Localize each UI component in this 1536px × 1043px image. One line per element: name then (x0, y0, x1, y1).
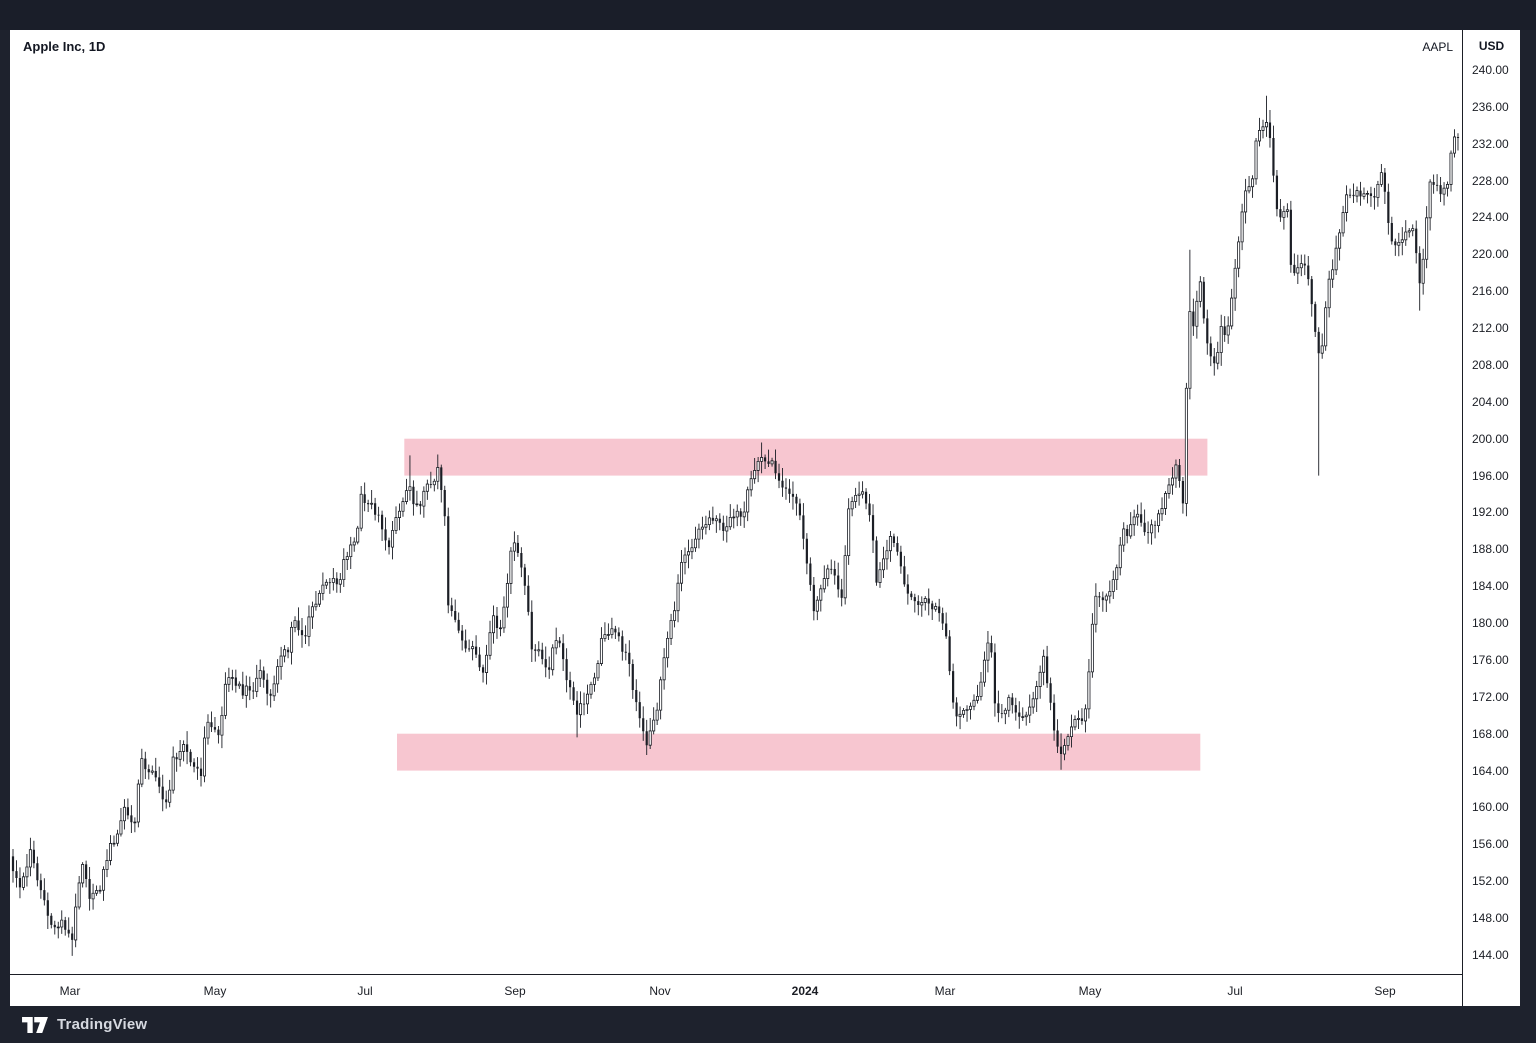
price-axis-tick: 156.00 (1472, 837, 1509, 852)
price-axis-tick: 184.00 (1472, 579, 1509, 594)
price-axis-tick: 212.00 (1472, 321, 1509, 336)
price-axis-tick: 220.00 (1472, 247, 1509, 262)
symbol-title: Apple Inc, 1D (23, 39, 106, 54)
time-axis-tick: Mar (59, 984, 81, 998)
price-axis[interactable]: USD 240.00 236.00 232.00 228.00 224.00 220.00… (1462, 30, 1520, 1006)
time-axis-tick: Jul (357, 984, 373, 998)
price-axis-tick: 200.00 (1472, 431, 1509, 446)
time-axis-tick: May (1078, 984, 1102, 998)
price-axis-tick: 224.00 (1472, 210, 1509, 225)
price-axis-tick: 240.00 (1472, 63, 1509, 77)
resistance-zone (404, 438, 1208, 476)
price-axis-tick: 204.00 (1472, 394, 1509, 409)
chart-plot-area[interactable]: Apple Inc, 1D AAPL (10, 30, 1462, 974)
time-axis-tick: Jul (1227, 984, 1243, 998)
tradingview-logo-icon[interactable] (22, 1016, 48, 1033)
price-axis-tick: 168.00 (1472, 726, 1509, 741)
time-axis-tick: May (203, 984, 227, 998)
time-axis-tick: Nov (649, 984, 671, 998)
price-axis-tick: 208.00 (1472, 357, 1509, 372)
price-axis-tick: 188.00 (1472, 542, 1509, 557)
tradingview-footer: TradingView (0, 1006, 1536, 1043)
tradingview-brand-text[interactable]: TradingView (57, 1016, 148, 1033)
price-axis-tick: 192.00 (1472, 505, 1509, 520)
price-axis-tick: 216.00 (1472, 284, 1509, 299)
price-axis-tick: 228.00 (1472, 173, 1509, 188)
window-top-bar (0, 0, 1536, 30)
price-axis-tick: 196.00 (1472, 468, 1509, 483)
price-axis-tick: 164.00 (1472, 763, 1509, 778)
price-axis-tick: 176.00 (1472, 652, 1509, 667)
price-axis-tick: 236.00 (1472, 99, 1509, 114)
time-axis[interactable]: Mar May Jul Sep Nov 2024 Mar May Jul Sep (10, 974, 1462, 1007)
symbol-ticker-label: AAPL (1422, 40, 1453, 54)
price-axis-tick: 232.00 (1472, 136, 1509, 151)
currency-label: USD (1478, 39, 1505, 53)
time-axis-tick: Sep (504, 984, 526, 998)
time-axis-tick: 2024 (791, 984, 819, 998)
price-axis-tick: 148.00 (1472, 911, 1509, 926)
price-axis-tick: 172.00 (1472, 689, 1509, 704)
price-axis-tick: 180.00 (1472, 616, 1509, 631)
support-zone (397, 733, 1201, 771)
time-axis-tick: Mar (934, 984, 956, 998)
price-axis-tick: 160.00 (1472, 800, 1509, 815)
candlestick-canvas[interactable] (10, 30, 1462, 974)
time-axis-tick: Sep (1374, 984, 1396, 998)
price-axis-tick: 152.00 (1472, 874, 1509, 889)
price-axis-tick: 144.00 (1472, 947, 1509, 962)
